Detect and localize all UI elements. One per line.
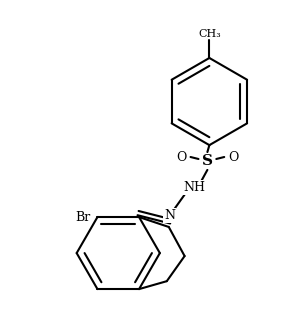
Text: Br: Br	[75, 210, 90, 223]
Text: NH: NH	[184, 181, 205, 194]
Text: O: O	[228, 150, 238, 163]
Text: N: N	[164, 209, 175, 222]
Text: CH₃: CH₃	[198, 29, 221, 39]
Text: O: O	[177, 150, 187, 163]
Text: S: S	[202, 154, 213, 168]
